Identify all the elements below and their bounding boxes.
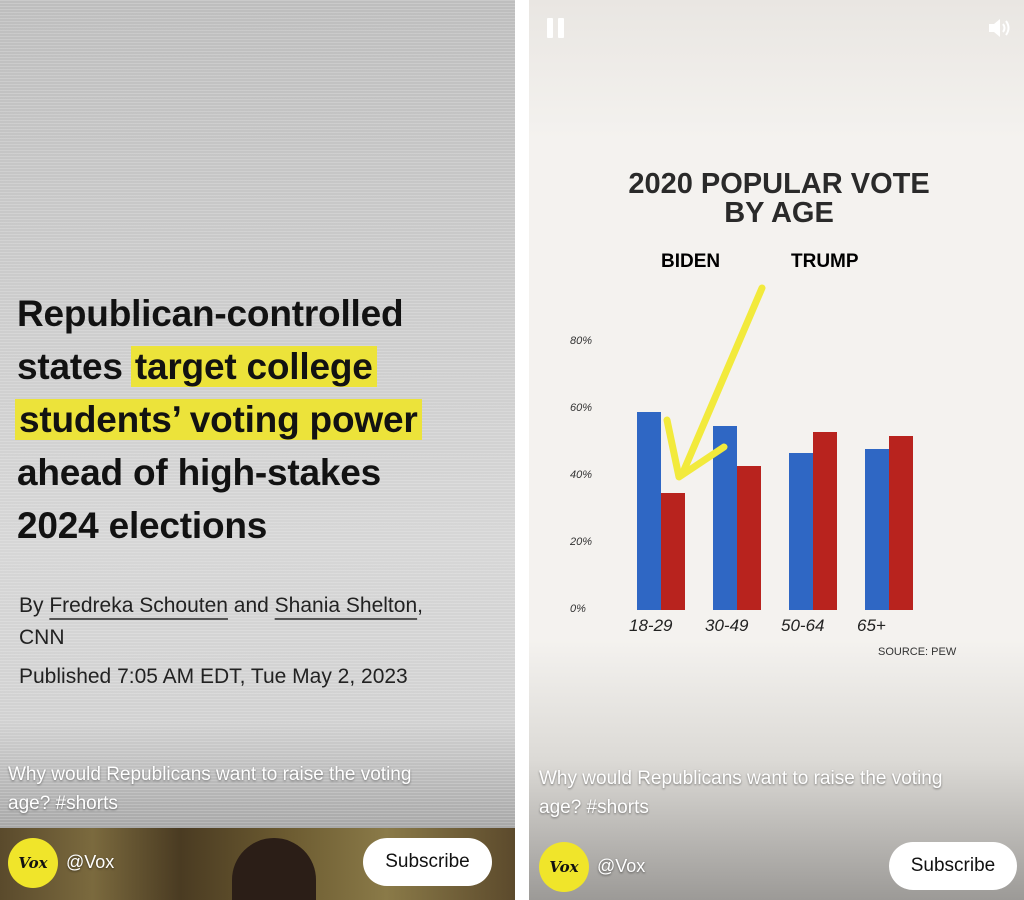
y-tick-label: 0% [570, 603, 586, 615]
bar-trump-18-29 [661, 492, 685, 610]
bar-biden-30-49 [713, 425, 737, 610]
chart-title-line-1: 2020 POPULAR VOTE [628, 168, 930, 200]
article-headline: Republican-controlled states target coll… [15, 287, 507, 552]
article-byline: By Fredreka Schouten and Shania Shelton,… [19, 590, 509, 654]
headline-line-2-plain: states [17, 346, 133, 387]
byline-suffix: , [417, 594, 423, 617]
y-tick-label: 20% [570, 536, 593, 548]
byline-outlet: CNN [19, 626, 65, 649]
vox-logo-text: Vox [549, 858, 579, 876]
channel-avatar[interactable]: Vox [539, 842, 589, 892]
author-link-1[interactable]: Fredreka Schouten [49, 594, 228, 617]
caption-line-2: age? #shorts [539, 797, 649, 818]
left-short-panel[interactable]: Republican-controlled states target coll… [0, 0, 515, 900]
channel-avatar[interactable]: Vox [8, 838, 58, 888]
video-caption[interactable]: Why would Republicans want to raise the … [539, 764, 1019, 822]
bar-trump-30-49 [737, 465, 761, 610]
channel-name[interactable]: @Vox [597, 856, 646, 876]
thumbnail-person-image [232, 838, 316, 900]
subscribe-button[interactable]: Subscribe [889, 842, 1017, 890]
y-tick-label: 40% [570, 469, 593, 481]
caption-line-2: age? #shorts [8, 793, 118, 814]
chart-title-line-2: BY AGE [724, 197, 834, 229]
headline-highlight-1: target college [130, 346, 377, 387]
chart-title: 2020 POPULAR VOTE BY AGE [569, 170, 989, 228]
headline-highlight-2: students’ voting power [15, 399, 422, 440]
vox-logo-text: Vox [18, 854, 48, 872]
bar-biden-65+ [865, 449, 889, 610]
bar-biden-50-64 [789, 452, 813, 610]
right-short-panel[interactable]: 2020 POPULAR VOTE BY AGE BIDEN TRUMP 0% 2… [529, 0, 1024, 900]
speaker-icon[interactable] [987, 16, 1013, 40]
author-link-2[interactable]: Shania Shelton [274, 594, 418, 617]
x-tick-label: 50-64 [781, 616, 825, 635]
pause-icon[interactable] [545, 18, 567, 38]
headline-line-2: states target college [17, 340, 507, 393]
legend-biden: BIDEN [661, 251, 721, 272]
chart-source: SOURCE: PEW [878, 646, 957, 658]
caption-line-1: Why would Republicans want to raise the … [8, 764, 412, 785]
y-tick-label: 60% [570, 402, 593, 414]
headline-line-4: ahead of high-stakes [17, 452, 382, 493]
y-tick-label: 80% [570, 335, 593, 347]
x-tick-label: 18-29 [629, 616, 673, 635]
bar-biden-18-29 [637, 412, 661, 610]
headline-line-3: students’ voting power [15, 393, 507, 446]
headline-line-5: 2024 elections [17, 505, 268, 546]
bar-trump-65+ [889, 435, 913, 610]
headline-line-1: Republican-controlled [17, 293, 404, 334]
x-tick-label: 65+ [857, 616, 886, 635]
channel-name[interactable]: @Vox [66, 852, 115, 872]
video-caption[interactable]: Why would Republicans want to raise the … [8, 760, 503, 818]
bar-trump-50-64 [813, 432, 837, 610]
byline-prefix: By [19, 594, 50, 617]
x-tick-label: 30-49 [705, 616, 749, 635]
published-timestamp: Published 7:05 AM EDT, Tue May 2, 2023 [19, 665, 408, 688]
legend-trump: TRUMP [791, 251, 859, 272]
byline-connector: and [227, 594, 275, 617]
caption-line-1: Why would Republicans want to raise the … [539, 768, 943, 789]
subscribe-button[interactable]: Subscribe [363, 838, 492, 886]
